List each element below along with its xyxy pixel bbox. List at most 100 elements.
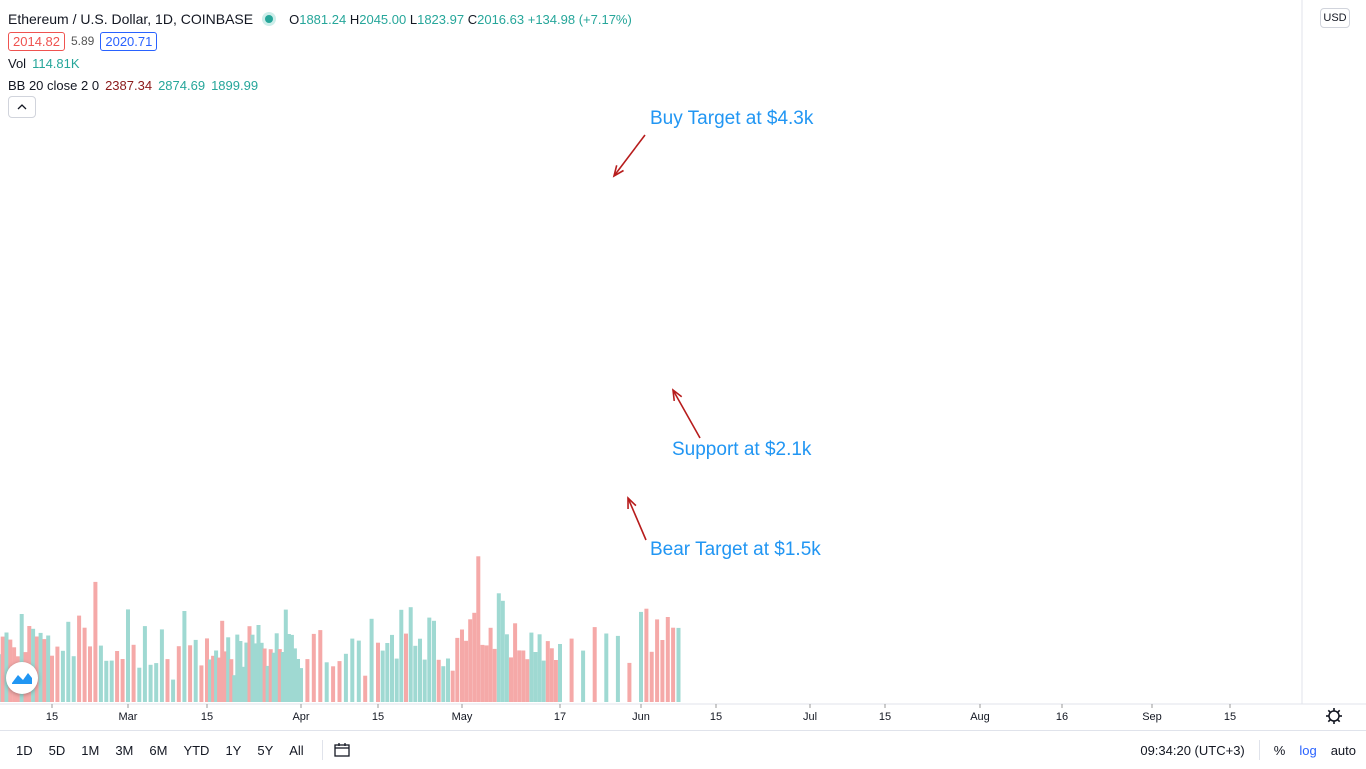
- volume-bar: [660, 640, 665, 702]
- volume-bar: [71, 656, 76, 702]
- volume-bar: [274, 633, 279, 702]
- volume-bar: [331, 666, 336, 702]
- timeframe-list: 1D 5D 1M 3M 6M YTD 1Y 5Y All: [8, 743, 312, 758]
- volume-bar: [376, 642, 380, 702]
- symbol-title[interactable]: Ethereum / U.S. Dollar, 1D, COINBASE: [8, 11, 254, 27]
- volume-bar: [34, 636, 39, 702]
- volume-bar: [31, 628, 36, 702]
- time-tick-label: 16: [1056, 711, 1068, 723]
- timeframe-1d[interactable]: 1D: [16, 742, 33, 758]
- volume-bar: [214, 650, 219, 702]
- volume-bar: [369, 618, 374, 702]
- bear-target-arrow-head: [627, 496, 637, 510]
- timeframe-6m[interactable]: 6M: [149, 742, 168, 758]
- timeframe-5d[interactable]: 5D: [48, 742, 66, 758]
- volume-bar: [148, 664, 153, 702]
- volume-bar: [259, 642, 264, 702]
- sell-price-button[interactable]: 2014.82: [8, 31, 65, 51]
- volume-bar: [262, 648, 267, 702]
- currency-button[interactable]: USD: [1320, 8, 1350, 28]
- volume-bar: [0, 654, 1, 702]
- volume-bar: [513, 623, 518, 702]
- volume-bar: [500, 600, 505, 702]
- volume-bar: [244, 642, 249, 702]
- timeframe-1m[interactable]: 1M: [81, 742, 100, 758]
- volume-bar: [627, 662, 632, 702]
- volume-bar: [432, 620, 436, 702]
- price-chart[interactable]: 00.2360.3820.50.6180.7861 Buy Target at …: [0, 0, 1366, 730]
- volume-bar: [468, 619, 473, 702]
- calendar-range-icon[interactable]: [333, 742, 351, 758]
- time-tick-label: Jun: [632, 711, 650, 723]
- volume-bar: [484, 645, 489, 702]
- volume-bar: [318, 630, 323, 702]
- volume-bar: [50, 655, 54, 702]
- volume-bar: [427, 617, 432, 702]
- volume-bar: [232, 675, 237, 702]
- buy-target-arrow: [613, 134, 646, 177]
- volume-bar: [55, 646, 60, 702]
- clock[interactable]: 09:34:20 (UTC+3): [1140, 742, 1245, 758]
- volume-bar: [188, 645, 193, 702]
- bb-lower-value: 1899.99: [211, 77, 259, 93]
- buy-target-label[interactable]: Buy Target at $4.3k: [650, 108, 814, 129]
- timeframe-1y[interactable]: 1Y: [225, 742, 242, 758]
- volume-bar: [533, 652, 538, 702]
- volume-bar: [120, 659, 125, 702]
- volume-value: 114.81K: [32, 55, 80, 71]
- volume-bar: [171, 679, 176, 702]
- tradingview-logo-icon[interactable]: [6, 662, 38, 694]
- volume-bar: [446, 658, 450, 702]
- volume-bar: [226, 637, 231, 702]
- auto-toggle[interactable]: auto: [1330, 742, 1356, 758]
- volume-bar: [205, 638, 209, 702]
- timeframe-5y[interactable]: 5Y: [257, 742, 274, 758]
- time-tick-label: 15: [710, 711, 722, 723]
- volume-bar: [137, 667, 142, 702]
- market-status-icon: [265, 15, 274, 23]
- timeframe-3m[interactable]: 3M: [115, 742, 134, 758]
- bb-label[interactable]: BB 20 close 2 0: [8, 77, 100, 93]
- gear-icon[interactable]: [1326, 708, 1342, 724]
- volume-bar: [441, 666, 446, 702]
- volume-bar: [286, 634, 291, 702]
- bottom-toolbar: 1D 5D 1M 3M 6M YTD 1Y 5Y All 09:34:20 (UTC+3) % …: [0, 730, 1366, 769]
- buy-price-button[interactable]: 2020.71: [100, 31, 158, 51]
- timeframe-ytd[interactable]: YTD: [183, 742, 210, 758]
- volume-bar: [4, 632, 9, 702]
- volume-bar: [98, 645, 103, 702]
- volume-bar: [211, 655, 216, 702]
- chevron-up-icon: [17, 104, 27, 110]
- volume-bar: [529, 632, 534, 702]
- collapse-legend-button[interactable]: [8, 96, 36, 118]
- support-label[interactable]: Support at $2.1k: [672, 439, 812, 460]
- chart-legend: Ethereum / U.S. Dollar, 1D, COINBASE O18…: [8, 8, 632, 118]
- volume-bar: [337, 661, 342, 702]
- volume-bar: [82, 627, 87, 702]
- volume-bar: [436, 659, 441, 702]
- support-arrow-head: [671, 388, 683, 402]
- volume-bar: [19, 614, 24, 702]
- volume-bar: [238, 641, 243, 702]
- timeframe-all[interactable]: All: [289, 742, 304, 758]
- log-toggle[interactable]: log: [1299, 742, 1317, 758]
- volume-bar: [296, 659, 300, 702]
- volume-bar: [250, 634, 255, 702]
- volume-bar: [159, 629, 164, 702]
- percent-toggle[interactable]: %: [1273, 742, 1286, 758]
- volume-bar: [256, 625, 261, 702]
- volume-bar: [350, 638, 355, 702]
- volume-bar: [93, 581, 98, 702]
- volume-bar: [394, 658, 399, 702]
- volume-bar: [220, 620, 225, 702]
- volume-bar: [385, 643, 390, 702]
- volume-bar: [655, 619, 660, 702]
- volume-bar: [472, 612, 477, 702]
- volume-bar: [455, 637, 460, 702]
- volume-bar: [676, 627, 681, 702]
- bear-target-label[interactable]: Bear Target at $1.5k: [650, 539, 821, 560]
- volume-bar: [277, 649, 282, 702]
- volume-bar: [229, 659, 234, 702]
- volume-bar: [292, 648, 297, 702]
